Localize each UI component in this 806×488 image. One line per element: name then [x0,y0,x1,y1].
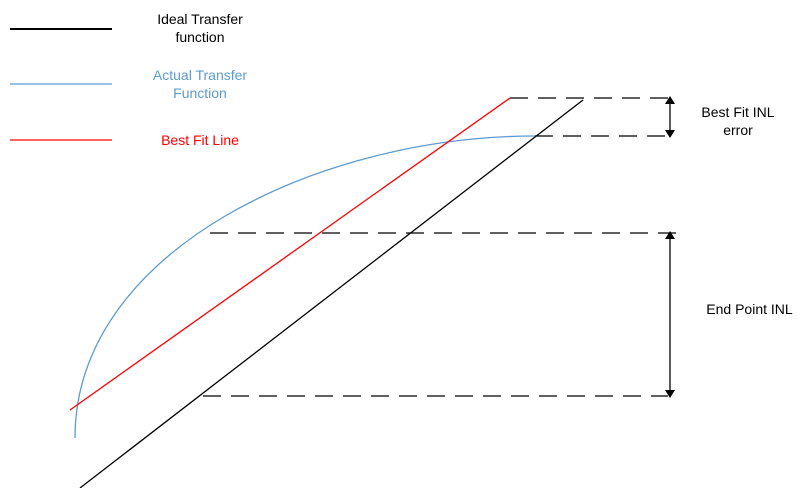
legend-ideal-label: Ideal Transfer function [135,10,265,46]
actual-transfer-curve [74,135,536,439]
best-fit-line [69,97,511,411]
legend-actual-line1: Actual Transfer [152,67,248,83]
best-fit-inl-line1: Best Fit INL [701,104,775,120]
legend-actual-line2: Function [173,85,227,101]
legend-ideal-line1: Ideal Transfer [157,11,243,27]
best-fit-inl-error-label: Best Fit INL error [683,103,793,139]
legend-actual-label: Actual Transfer Function [135,66,265,102]
legend-bestfit-line1: Best Fit Line [161,132,239,148]
end-point-inl-label: End Point INL [693,300,806,318]
legend-bestfit-label: Best Fit Line [135,131,265,149]
legend-ideal-line2: function [175,29,225,45]
ideal-transfer-line [79,99,584,488]
end-point-inl-line1: End Point INL [706,301,793,317]
best-fit-inl-line2: error [723,122,753,138]
